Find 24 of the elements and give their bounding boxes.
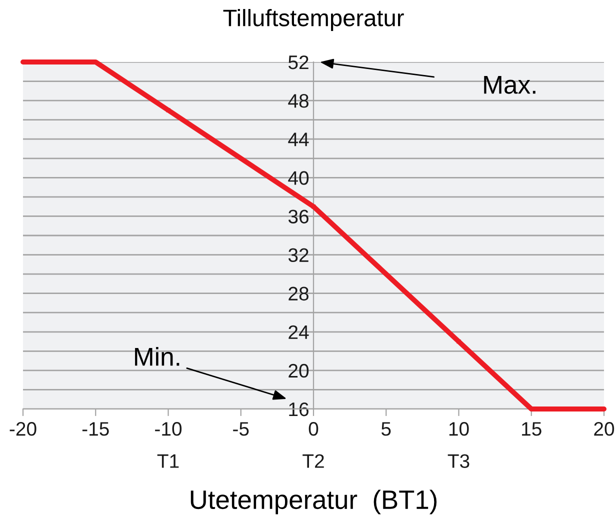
chart-title: Tilluftstemperatur [223, 8, 404, 32]
y-tick-label: 24 [288, 325, 309, 339]
y-tick-label: 36 [288, 210, 308, 224]
annotation: Max. [484, 76, 536, 94]
y-tick-label: 44 [288, 132, 309, 146]
point [311, 204, 316, 209]
point [456, 339, 461, 344]
y-tick-label: 20 [288, 364, 309, 378]
x-tick-label: 20 [594, 422, 614, 436]
x-tick-label: -20 [10, 422, 36, 436]
y-tick-label: 48 [288, 94, 308, 108]
y-tick-label: 52 [288, 55, 308, 70]
x-tick-label: 0 T2 [302, 422, 324, 468]
x-tick-label: -5 [233, 422, 249, 436]
annotation: Min. [135, 347, 180, 366]
x-axis-title: Utetemperatur (BT1) [190, 490, 437, 514]
x-tick-label: 10 T3 [448, 422, 470, 468]
x-tick-label: -10 T1 [155, 422, 182, 468]
x-tick-label: 15 [522, 422, 542, 436]
x-tick-label: -15 [82, 422, 109, 436]
y-tick-label: 28 [288, 286, 308, 301]
x-tick-label: 5 [381, 422, 391, 436]
y-tick-label: 32 [288, 248, 308, 262]
y-tick-label: 40 [288, 171, 309, 185]
